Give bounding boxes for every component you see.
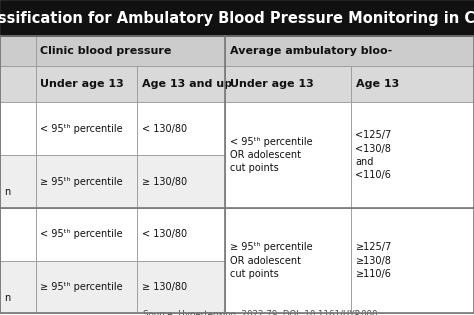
Text: ≥ 130/80: ≥ 130/80 xyxy=(142,176,187,186)
Bar xyxy=(36,66,137,102)
Bar xyxy=(36,208,137,261)
Text: <125/7
<130/8
and
<110/6: <125/7 <130/8 and <110/6 xyxy=(356,130,392,180)
Text: Average ambulatory bloo-: Average ambulatory bloo- xyxy=(230,46,392,56)
Text: < 95ᵗʰ percentile: < 95ᵗʰ percentile xyxy=(40,124,123,134)
Bar xyxy=(36,261,137,313)
Text: < 130/80: < 130/80 xyxy=(142,124,187,134)
Text: n: n xyxy=(4,293,10,303)
Bar xyxy=(137,66,225,102)
Bar xyxy=(0,155,36,208)
Text: Clinic blood pressure: Clinic blood pressure xyxy=(40,46,172,56)
Text: < 95ᵗʰ percentile
OR adolescent
cut points: < 95ᵗʰ percentile OR adolescent cut poin… xyxy=(230,137,312,173)
Text: ≥ 95ᵗʰ percentile
OR adolescent
cut points: ≥ 95ᵗʰ percentile OR adolescent cut poin… xyxy=(230,243,312,279)
Bar xyxy=(137,261,225,313)
Bar xyxy=(0,102,36,155)
Bar xyxy=(137,208,225,261)
Text: Under age 13: Under age 13 xyxy=(40,79,124,89)
Text: lassification for Ambulatory Blood Pressure Monitoring in Chi: lassification for Ambulatory Blood Press… xyxy=(0,11,474,26)
Bar xyxy=(0,36,36,66)
Text: < 130/80: < 130/80 xyxy=(142,229,187,239)
Bar xyxy=(0,66,36,102)
Bar xyxy=(351,102,474,208)
Bar xyxy=(225,208,351,313)
Bar xyxy=(0,0,474,36)
Text: ≥ 130/80: ≥ 130/80 xyxy=(142,282,187,292)
Bar xyxy=(0,208,36,261)
Text: n: n xyxy=(4,187,10,197)
Text: < 95ᵗʰ percentile: < 95ᵗʰ percentile xyxy=(40,229,123,239)
Text: ≥ 95ᵗʰ percentile: ≥ 95ᵗʰ percentile xyxy=(40,282,123,292)
Bar xyxy=(36,102,137,155)
Bar xyxy=(36,155,137,208)
Bar xyxy=(137,102,225,155)
Bar xyxy=(225,36,474,66)
Bar xyxy=(225,66,351,102)
Text: Age 13 and up: Age 13 and up xyxy=(142,79,232,89)
Bar xyxy=(225,102,351,208)
Text: Age 13: Age 13 xyxy=(356,79,399,89)
Text: Under age 13: Under age 13 xyxy=(230,79,314,89)
Bar xyxy=(0,261,36,313)
Bar xyxy=(351,66,474,102)
Bar xyxy=(137,155,225,208)
Text: ≥125/7
≥130/8
≥110/6: ≥125/7 ≥130/8 ≥110/6 xyxy=(356,243,392,279)
Text: ≥ 95ᵗʰ percentile: ≥ 95ᵗʰ percentile xyxy=(40,176,123,186)
Bar xyxy=(0,36,474,313)
Bar xyxy=(351,208,474,313)
Bar xyxy=(36,36,225,66)
Text: Source: Hypertension. 2022;79: DOI: 10.1161/HYP.000: Source: Hypertension. 2022;79: DOI: 10.1… xyxy=(144,310,378,315)
